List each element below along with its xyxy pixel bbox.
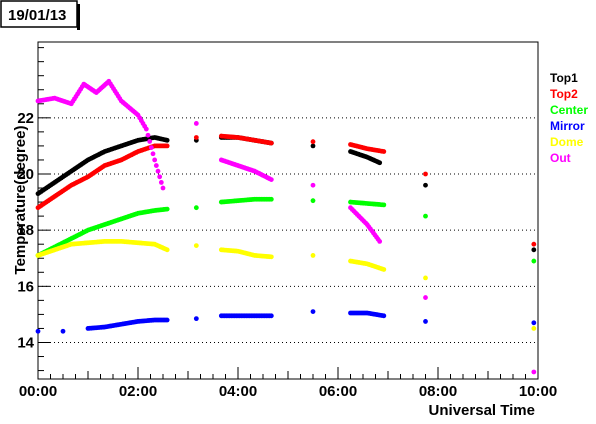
legend-item-top1: Top1 xyxy=(550,71,578,85)
y-axis-title: Temperature(degree) xyxy=(12,126,29,275)
legend-item-center: Center xyxy=(550,103,588,117)
data-point xyxy=(157,174,163,180)
x-tick-label: 00:00 xyxy=(19,383,57,400)
series-dome xyxy=(35,238,537,331)
y-tick-label: 18 xyxy=(17,222,34,239)
legend: Top1 Top2 Center Mirror Dome Out xyxy=(550,71,588,165)
data-point xyxy=(377,160,383,166)
data-point xyxy=(193,135,199,140)
title-shadow xyxy=(77,4,80,30)
series-out xyxy=(35,78,537,375)
data-point xyxy=(268,313,274,319)
data-point xyxy=(531,258,537,264)
data-point xyxy=(381,267,387,272)
data-point xyxy=(310,182,316,188)
data-point xyxy=(423,182,428,188)
data-point xyxy=(158,180,164,185)
data-point xyxy=(377,238,383,244)
data-point xyxy=(310,253,316,258)
data-point xyxy=(268,177,274,183)
data-point xyxy=(381,313,387,319)
data-point xyxy=(193,121,199,126)
data-point xyxy=(160,185,166,191)
data-point xyxy=(145,132,151,138)
data-point xyxy=(423,295,428,300)
data-point xyxy=(268,254,274,260)
y-tick-label: 22 xyxy=(17,110,34,127)
x-tick-label: 08:00 xyxy=(419,383,457,400)
data-point xyxy=(310,139,316,145)
series-top2 xyxy=(35,133,537,247)
data-point xyxy=(153,163,159,168)
data-point xyxy=(531,369,537,375)
chart-title: 19/01/13 xyxy=(8,7,66,24)
data-point xyxy=(164,247,170,253)
data-point xyxy=(164,143,170,149)
data-point xyxy=(381,149,387,154)
x-tick-label: 04:00 xyxy=(219,383,257,400)
data-point xyxy=(310,143,316,149)
data-point xyxy=(143,126,149,132)
data-point xyxy=(152,157,158,163)
data-point xyxy=(531,320,537,326)
series-center xyxy=(35,196,537,264)
data-point xyxy=(268,196,274,202)
data-point xyxy=(155,168,161,174)
title-box: 19/01/13 xyxy=(0,0,80,30)
series-mirror xyxy=(35,309,537,334)
legend-item-top2: Top2 xyxy=(550,87,578,101)
x-tick-label: 06:00 xyxy=(319,383,357,400)
data-point xyxy=(531,241,537,247)
data-point xyxy=(147,139,153,144)
data-point xyxy=(164,137,170,143)
legend-item-dome: Dome xyxy=(550,135,584,149)
x-tick-label: 10:00 xyxy=(519,383,557,400)
y-tick-label: 14 xyxy=(17,334,34,351)
legend-item-mirror: Mirror xyxy=(550,119,585,133)
data-point xyxy=(531,326,537,331)
data-point xyxy=(310,198,316,204)
axis-ticks xyxy=(37,47,539,379)
data-point xyxy=(164,317,170,323)
data-point xyxy=(193,243,199,249)
x-axis-title: Universal Time xyxy=(429,402,535,419)
data-point xyxy=(423,319,428,324)
data-point xyxy=(423,275,428,281)
y-tick-labels: 14 16 18 20 22 xyxy=(17,110,34,352)
data-point xyxy=(193,205,199,211)
data-point xyxy=(193,316,199,322)
data-points xyxy=(35,78,537,375)
x-tick-labels: 00:00 02:00 04:00 06:00 08:00 10:00 xyxy=(19,383,557,400)
data-point xyxy=(531,247,537,253)
data-point xyxy=(148,145,154,150)
plot-frame xyxy=(37,41,539,380)
data-point xyxy=(164,206,170,212)
data-point xyxy=(310,309,316,314)
data-point xyxy=(423,171,428,177)
x-tick-label: 02:00 xyxy=(119,383,157,400)
y-tick-label: 16 xyxy=(17,278,34,295)
data-point xyxy=(423,213,428,219)
data-point xyxy=(268,140,274,146)
data-point xyxy=(35,328,41,334)
data-point xyxy=(60,328,66,334)
title-frame xyxy=(0,0,78,28)
legend-item-out: Out xyxy=(550,151,571,165)
grid-lines xyxy=(38,117,538,343)
data-point xyxy=(150,151,156,157)
y-tick-label: 20 xyxy=(17,166,34,183)
data-point xyxy=(381,202,387,208)
